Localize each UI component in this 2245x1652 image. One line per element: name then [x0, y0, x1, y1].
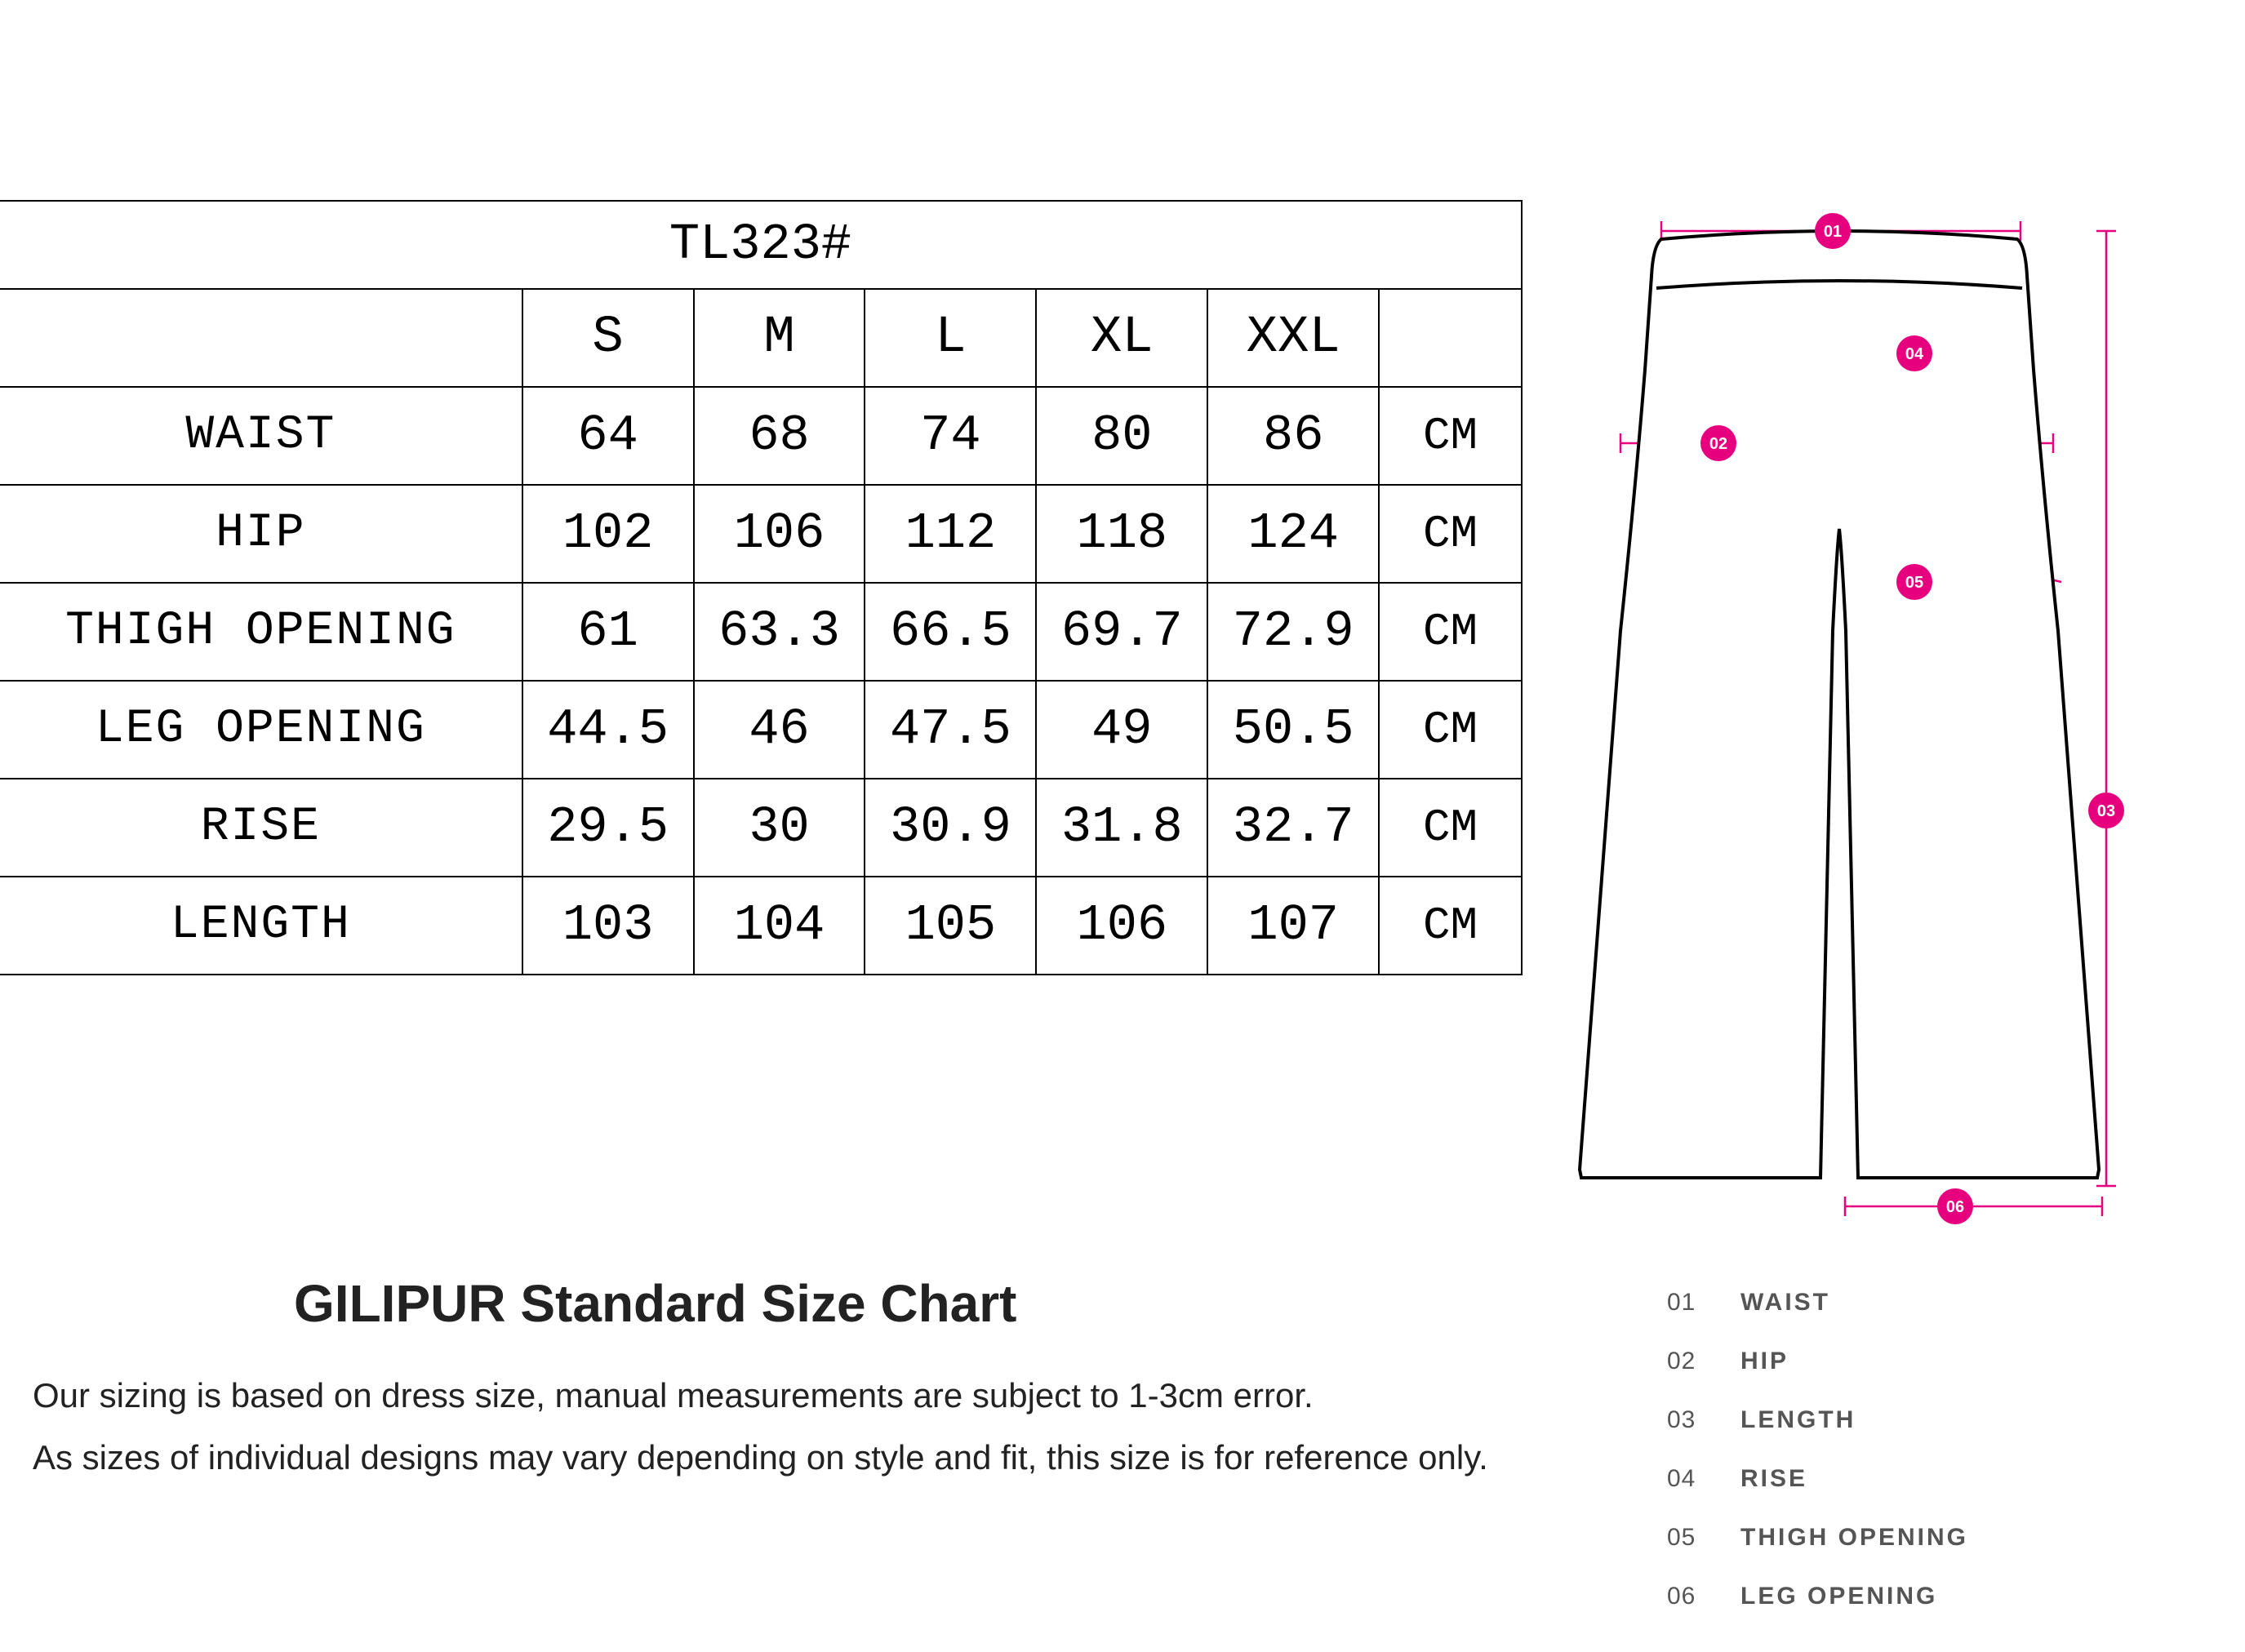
cell: 31.8 — [1036, 779, 1207, 877]
row-label-thigh: THIGH OPENING — [0, 583, 522, 681]
svg-text:06: 06 — [1946, 1198, 1964, 1216]
size-m: M — [694, 289, 865, 387]
cell: 46 — [694, 681, 865, 779]
cell: 29.5 — [522, 779, 694, 877]
size-s: S — [522, 289, 694, 387]
cell: 68 — [694, 387, 865, 485]
cell: 112 — [865, 485, 1036, 583]
table-row: HIP 102 106 112 118 124 CM — [0, 485, 1522, 583]
svg-text:03: 03 — [2097, 802, 2115, 820]
product-code: TL323# — [0, 201, 1522, 289]
svg-text:01: 01 — [1824, 223, 1842, 241]
cell: 64 — [522, 387, 694, 485]
unit: CM — [1379, 681, 1522, 779]
size-l: L — [865, 289, 1036, 387]
row-label-legopening: LEG OPENING — [0, 681, 522, 779]
cell: 49 — [1036, 681, 1207, 779]
cell: 105 — [865, 877, 1036, 975]
legend-row: 04RISE — [1667, 1450, 1968, 1508]
size-xxl: XXL — [1207, 289, 1379, 387]
cell: 30.9 — [865, 779, 1036, 877]
legend-row: 06LEG OPENING — [1667, 1567, 1968, 1626]
svg-text:04: 04 — [1905, 345, 1924, 363]
cell: 30 — [694, 779, 865, 877]
cell: 63.3 — [694, 583, 865, 681]
table-row: RISE 29.5 30 30.9 31.8 32.7 CM — [0, 779, 1522, 877]
diagram-legend: 01WAIST 02HIP 03LENGTH 04RISE 05THIGH OP… — [1667, 1273, 1968, 1626]
cell: 61 — [522, 583, 694, 681]
unit: CM — [1379, 779, 1522, 877]
svg-text:02: 02 — [1709, 435, 1727, 453]
size-chart-table: TL323# S M L XL XXL WAIST 64 68 74 80 — [0, 200, 1523, 975]
legend-row: 03LENGTH — [1667, 1391, 1968, 1450]
legend-row: 01WAIST — [1667, 1273, 1968, 1332]
cell: 124 — [1207, 485, 1379, 583]
cell: 118 — [1036, 485, 1207, 583]
cell: 74 — [865, 387, 1036, 485]
svg-text:05: 05 — [1905, 574, 1923, 592]
cell: 80 — [1036, 387, 1207, 485]
unit: CM — [1379, 583, 1522, 681]
row-label-hip: HIP — [0, 485, 522, 583]
marker-06: 06 — [1937, 1188, 1973, 1224]
cell: 66.5 — [865, 583, 1036, 681]
cell: 32.7 — [1207, 779, 1379, 877]
cell: 102 — [522, 485, 694, 583]
table-row: LENGTH 103 104 105 106 107 CM — [0, 877, 1522, 975]
size-xl: XL — [1036, 289, 1207, 387]
pants-diagram: 01 04 02 05 03 — [1523, 200, 2143, 1247]
cell: 69.7 — [1036, 583, 1207, 681]
legend-row: 02HIP — [1667, 1332, 1968, 1391]
unit: CM — [1379, 877, 1522, 975]
header-blank — [0, 289, 522, 387]
row-label-length: LENGTH — [0, 877, 522, 975]
marker-03: 03 — [2088, 793, 2124, 828]
unit-blank — [1379, 289, 1522, 387]
table-row: THIGH OPENING 61 63.3 66.5 69.7 72.9 CM — [0, 583, 1522, 681]
row-label-waist: WAIST — [0, 387, 522, 485]
cell: 103 — [522, 877, 694, 975]
cell: 104 — [694, 877, 865, 975]
table-row: LEG OPENING 44.5 46 47.5 49 50.5 CM — [0, 681, 1522, 779]
legend-row: 05THIGH OPENING — [1667, 1508, 1968, 1567]
cell: 72.9 — [1207, 583, 1379, 681]
unit: CM — [1379, 387, 1522, 485]
cell: 44.5 — [522, 681, 694, 779]
marker-04: 04 — [1896, 335, 1932, 371]
cell: 106 — [1036, 877, 1207, 975]
cell: 107 — [1207, 877, 1379, 975]
table-row: WAIST 64 68 74 80 86 CM — [0, 387, 1522, 485]
marker-02: 02 — [1700, 425, 1736, 461]
unit: CM — [1379, 485, 1522, 583]
marker-05: 05 — [1896, 564, 1932, 600]
cell: 50.5 — [1207, 681, 1379, 779]
cell: 47.5 — [865, 681, 1036, 779]
cell: 106 — [694, 485, 865, 583]
marker-01: 01 — [1815, 213, 1851, 249]
cell: 86 — [1207, 387, 1379, 485]
row-label-rise: RISE — [0, 779, 522, 877]
